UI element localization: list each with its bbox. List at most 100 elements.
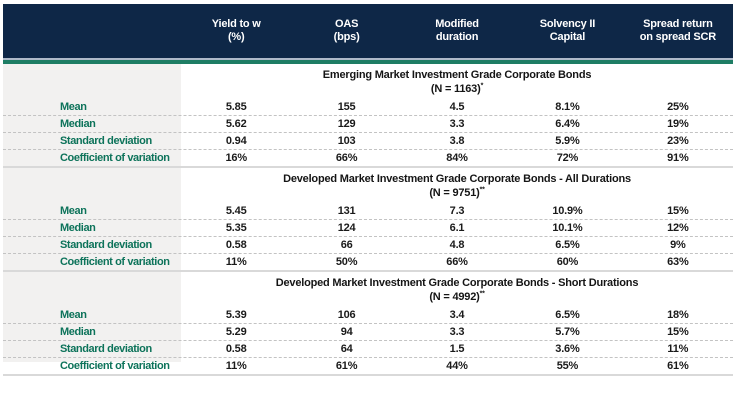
value-cell: 4.8: [449, 239, 465, 251]
row-label: Coefficient of variation: [60, 152, 170, 164]
row-label: Coefficient of variation: [60, 360, 170, 372]
section-emerging-market: Emerging Market Investment Grade Corpora…: [3, 64, 733, 166]
value-cell: 72%: [556, 152, 579, 164]
value-cell: 6.4%: [555, 118, 580, 130]
value-cell: 5.35: [225, 222, 247, 234]
table-header-row: Yield to w (%) OAS (bps) Modified durati…: [3, 4, 733, 58]
value-cell: 55%: [556, 360, 579, 372]
value-cell: 3.6%: [555, 343, 580, 355]
column-header-spread-return: Spread return on spread SCR: [623, 18, 733, 44]
value-cell: 3.8: [449, 135, 465, 147]
table-row-coefficient-of-variation: Coefficient of variation 16% 66% 84% 72%…: [3, 149, 733, 166]
section-header: Developed Market Investment Grade Corpor…: [181, 168, 733, 202]
value-cell: 0.94: [225, 135, 247, 147]
value-cell: 23%: [667, 135, 689, 147]
value-cell: 66%: [335, 152, 358, 164]
value-cell: 44%: [446, 360, 468, 372]
table-body: Emerging Market Investment Grade Corpora…: [3, 64, 733, 376]
value-cell: 5.9%: [555, 135, 580, 147]
column-header-line: on spread SCR: [639, 31, 716, 43]
table-row-standard-deviation: Standard deviation 0.94 103 3.8 5.9% 23%: [3, 132, 733, 149]
value-cell: 15%: [667, 326, 689, 338]
value-cell: 5.39: [225, 308, 247, 321]
value-cell: 6.5%: [555, 239, 580, 251]
value-cell: 15%: [667, 204, 689, 217]
value-cell: 131: [337, 204, 356, 217]
row-label: Coefficient of variation: [60, 256, 170, 268]
value-cell: 91%: [667, 152, 689, 164]
value-cell: 5.29: [225, 326, 247, 338]
table-row-median: Median 5.29 94 3.3 5.7% 15%: [3, 323, 733, 340]
value-cell: 0.58: [225, 343, 247, 355]
value-cell: 155: [337, 100, 356, 113]
value-cell: 10.9%: [552, 204, 583, 217]
column-header-line: Spread return: [643, 18, 713, 30]
row-label: Standard deviation: [60, 343, 152, 355]
column-header-line: (%): [227, 31, 245, 43]
sample-size: (N = 9751): [429, 187, 480, 199]
value-cell: 3.3: [449, 118, 465, 130]
value-cell: 66: [340, 239, 353, 251]
value-cell: 4.5: [449, 100, 465, 113]
bond-statistics-table: Yield to w (%) OAS (bps) Modified durati…: [3, 4, 733, 376]
value-cell: 10.1%: [552, 222, 583, 234]
value-cell: 61%: [667, 360, 689, 372]
table-row-coefficient-of-variation: Coefficient of variation 11% 50% 66% 60%…: [3, 253, 733, 270]
value-cell: 63%: [667, 256, 689, 268]
footnote-marker: **: [479, 290, 485, 298]
column-header-solvency-capital: Solvency II Capital: [512, 18, 622, 44]
table-row-coefficient-of-variation: Coefficient of variation 11% 61% 44% 55%…: [3, 357, 733, 374]
column-header-modified-duration: Modified duration: [402, 18, 512, 44]
value-cell: 5.45: [225, 204, 247, 217]
column-header-oas: OAS (bps): [291, 18, 401, 44]
value-cell: 18%: [667, 308, 689, 321]
row-label: Median: [60, 326, 96, 338]
value-cell: 7.3: [449, 204, 465, 217]
row-label: Median: [60, 118, 96, 130]
value-cell: 129: [337, 118, 356, 130]
value-cell: 11%: [225, 256, 247, 268]
value-cell: 64: [340, 343, 353, 355]
value-cell: 25%: [667, 100, 689, 113]
section-divider: [3, 270, 733, 272]
section-subtitle: (N = 1163)*: [181, 82, 733, 96]
value-cell: 16%: [225, 152, 247, 164]
sample-size: (N = 4992): [429, 291, 480, 303]
footnote-marker: *: [480, 82, 484, 90]
value-cell: 103: [337, 135, 356, 147]
row-label: Mean: [60, 100, 87, 113]
value-cell: 6.1: [449, 222, 465, 234]
row-label: Mean: [60, 308, 87, 321]
section-title: Developed Market Investment Grade Corpor…: [283, 173, 631, 185]
section-header: Emerging Market Investment Grade Corpora…: [181, 64, 733, 98]
value-cell: 5.7%: [555, 326, 580, 338]
value-cell: 106: [337, 308, 356, 321]
column-header-line: OAS: [334, 18, 359, 30]
value-cell: 6.5%: [555, 308, 580, 321]
section-developed-all-durations: Developed Market Investment Grade Corpor…: [3, 168, 733, 270]
value-cell: 1.5: [449, 343, 465, 355]
value-cell: 61%: [335, 360, 358, 372]
value-cell: 19%: [667, 118, 689, 130]
table-row-mean: Mean 5.85 155 4.5 8.1% 25%: [3, 98, 733, 115]
section-subtitle: (N = 9751)**: [181, 186, 733, 200]
value-cell: 66%: [446, 256, 468, 268]
section-title: Emerging Market Investment Grade Corpora…: [322, 69, 592, 81]
table-row-mean: Mean 5.39 106 3.4 6.5% 18%: [3, 306, 733, 323]
column-header-yield-to-worst: Yield to w (%): [181, 18, 291, 44]
table-row-standard-deviation: Standard deviation 0.58 66 4.8 6.5% 9%: [3, 236, 733, 253]
section-subtitle: (N = 4992)**: [181, 290, 733, 304]
value-cell: 9%: [670, 239, 686, 251]
row-label: Mean: [60, 204, 87, 217]
blue-divider-rule: [3, 58, 733, 60]
label-column-background: [3, 64, 181, 362]
section-title: Developed Market Investment Grade Corpor…: [275, 277, 639, 289]
value-cell: 50%: [335, 256, 358, 268]
value-cell: 94: [340, 326, 353, 338]
column-header-line: Capital: [549, 31, 586, 43]
value-cell: 5.62: [225, 118, 247, 130]
table-bottom-rule: [3, 374, 733, 376]
column-header-line: Modified: [435, 18, 479, 30]
row-label: Standard deviation: [60, 239, 152, 251]
